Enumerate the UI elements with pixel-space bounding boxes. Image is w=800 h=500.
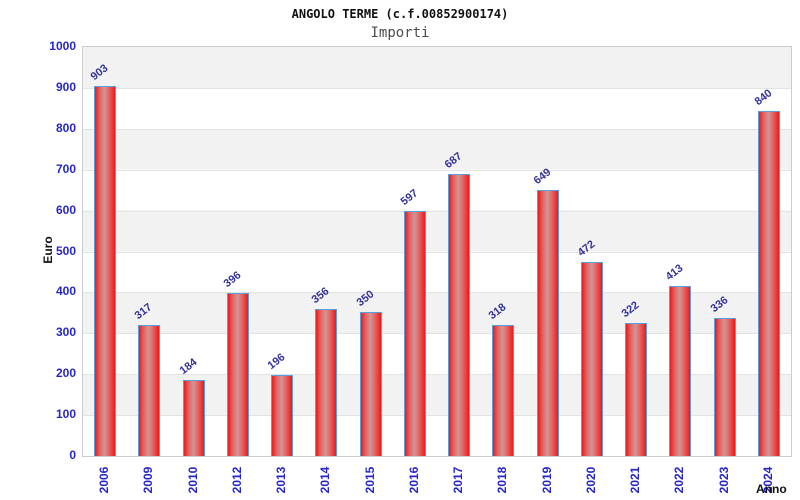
gridline (83, 292, 791, 294)
x-tick-label: 2010 (185, 466, 200, 494)
gridline (83, 251, 791, 253)
chart-title: ANGOLO TERME (c.f.00852900174) (291, 7, 509, 21)
bar-2012 (226, 293, 249, 456)
bar-2016 (403, 210, 426, 456)
bar-2013 (271, 374, 294, 456)
x-tick-label: 2012 (229, 466, 244, 494)
y-tick-label: 0 (69, 448, 76, 462)
chart-subtitle: Importi (370, 25, 430, 41)
bar-value-label: 317 (132, 301, 155, 323)
bar-value-label: 322 (619, 299, 642, 321)
x-tick-label: 2020 (583, 466, 598, 494)
bar-value-label: 903 (88, 61, 111, 83)
plot-area: 903 317 184 396 196 356 350 597 687 318 649 472 322 4… (82, 46, 792, 457)
x-tick-label: 2006 (97, 466, 112, 494)
x-tick-label: 2018 (495, 466, 510, 494)
y-tick-label: 700 (55, 161, 76, 176)
gridline (83, 169, 791, 171)
gridline (83, 374, 791, 376)
bar-value-label: 350 (354, 288, 377, 309)
bar-value-label: 396 (221, 269, 244, 291)
bar-value-label: 413 (663, 262, 686, 284)
gridline (83, 128, 791, 130)
x-axis-title: Anno (756, 482, 787, 496)
y-tick-label: 800 (55, 120, 76, 135)
bar-value-label: 196 (265, 351, 288, 372)
y-tick-label: 600 (55, 202, 76, 217)
bar-2018 (492, 324, 515, 456)
x-tick-label: 2023 (716, 466, 731, 494)
y-tick-label: 400 (55, 284, 76, 299)
bar-2022 (669, 286, 692, 456)
x-tick-label: 2009 (141, 466, 156, 494)
bar-value-label: 472 (575, 238, 598, 259)
x-tick-label: 2021 (628, 466, 643, 494)
bar-value-label: 336 (708, 293, 731, 315)
bar-2021 (625, 323, 648, 456)
y-tick-label: 300 (55, 325, 76, 340)
bar-2017 (448, 174, 471, 456)
x-tick-label: 2019 (539, 466, 554, 494)
bar-2024 (757, 111, 780, 456)
bar-2023 (713, 317, 736, 456)
bar-value-label: 318 (486, 301, 509, 322)
y-tick-label: 500 (55, 243, 76, 258)
gridline (83, 333, 791, 335)
bar-value-label: 356 (309, 285, 332, 307)
y-axis-title: Euro (41, 236, 55, 264)
bar-2009 (138, 325, 161, 456)
x-tick-label: 2015 (362, 466, 377, 494)
bar-2020 (580, 261, 603, 456)
bar-value-label: 840 (752, 87, 775, 109)
bar-2019 (536, 189, 559, 456)
bar-2014 (315, 309, 338, 456)
x-tick-label: 2017 (451, 466, 466, 494)
bar-2015 (359, 311, 382, 456)
gridline (83, 210, 791, 212)
bar-2010 (182, 379, 205, 456)
x-tick-label: 2014 (318, 466, 333, 494)
y-tick-label: 200 (55, 366, 76, 381)
gridline (83, 87, 791, 89)
y-tick-label: 900 (55, 79, 76, 94)
bar-2006 (94, 85, 117, 456)
x-tick-label: 2022 (672, 466, 687, 494)
gridline (83, 415, 791, 417)
x-tick-label: 2016 (406, 466, 421, 494)
bar-value-label: 597 (398, 187, 421, 208)
bar-value-label: 687 (442, 150, 465, 172)
x-tick-label: 2013 (274, 466, 289, 494)
y-tick-label: 100 (55, 407, 76, 422)
y-tick-label: 1000 (49, 39, 76, 53)
